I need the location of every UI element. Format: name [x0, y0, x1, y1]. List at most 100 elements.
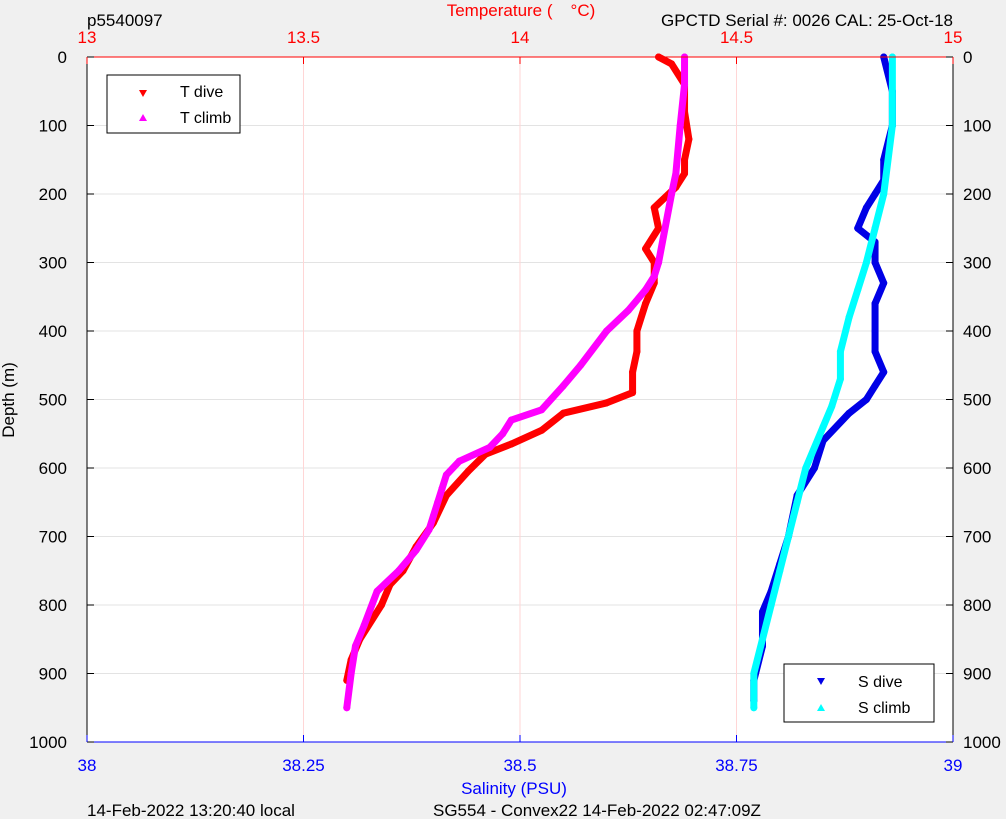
data-point-t-dive [681, 169, 689, 177]
footer-mission-info: SG554 - Convex22 14-Feb-2022 02:47:09Z [433, 801, 761, 819]
data-point-s-dive [862, 204, 870, 212]
data-point-t-dive [464, 467, 472, 475]
data-point-s-climb [784, 533, 792, 540]
data-point-s-climb [776, 567, 784, 575]
profile-id: p5540097 [87, 11, 163, 30]
data-point-t-climb [434, 498, 442, 506]
depth-tick-label-right: 0 [963, 48, 972, 67]
data-point-t-dive [629, 389, 637, 397]
legend-t-climb-marker [139, 114, 147, 121]
data-point-t-climb [676, 122, 684, 129]
data-point-s-climb [828, 402, 836, 410]
data-point-t-dive [629, 368, 637, 376]
data-point-t-dive [633, 327, 641, 335]
data-point-s-dive [758, 608, 766, 616]
legend-s-dive-marker [817, 678, 825, 685]
data-point-s-climb [880, 190, 888, 198]
data-point-t-climb [425, 526, 433, 534]
depth-tick-label-left: 500 [39, 391, 67, 410]
depth-tick-label-left: 100 [39, 117, 67, 136]
instrument-info: GPCTD Serial #: 0026 CAL: 25-Oct-18 [661, 11, 953, 30]
legend-t-dive-label: T dive [180, 84, 223, 101]
data-point-s-dive [862, 396, 870, 403]
data-point-s-climb [888, 122, 896, 129]
salinity-axis-label: Salinity (PSU) [461, 779, 567, 798]
legend-s-climb-marker [817, 704, 825, 711]
depth-tick-label-right: 800 [963, 596, 991, 615]
data-point-t-dive [650, 204, 658, 212]
data-point-t-climb [668, 190, 676, 198]
data-point-t-climb [499, 430, 507, 438]
salinity-tick-label: 38 [78, 756, 97, 775]
legend-salinity-box [783, 663, 935, 723]
data-point-s-dive [871, 190, 879, 198]
depth-tick-label-left: 700 [39, 528, 67, 547]
legend-s-climb-label: S climb [858, 700, 911, 717]
data-point-s-dive [880, 368, 888, 376]
data-point-t-dive [633, 348, 641, 356]
data-point-t-dive [668, 60, 676, 68]
data-point-t-climb [412, 546, 420, 554]
legend-temperature-box [106, 74, 241, 134]
data-point-t-climb [429, 512, 437, 520]
data-point-s-climb [836, 375, 844, 383]
temperature-tick-label: 15 [944, 28, 963, 47]
data-point-t-dive [685, 135, 693, 143]
depth-tick-label-left: 900 [39, 665, 67, 684]
data-point-s-dive [845, 409, 853, 417]
data-point-t-dive [642, 245, 650, 253]
data-point-s-climb [750, 704, 758, 712]
depth-tick-label-left: 200 [39, 185, 67, 204]
data-point-s-dive [871, 259, 879, 266]
data-point-t-climb [373, 587, 381, 595]
depth-tick-label-left: 600 [39, 459, 67, 478]
data-point-t-dive [603, 399, 611, 407]
temperature-tick-label: 13.5 [287, 28, 320, 47]
data-point-s-climb [793, 498, 801, 506]
data-point-s-dive [871, 382, 879, 390]
data-point-t-climb [559, 382, 567, 390]
legend-temperature: T dive T climb [106, 74, 241, 134]
data-point-s-climb [802, 464, 810, 472]
depth-tick-label-left: 400 [39, 322, 67, 341]
depth-tick-label-left: 300 [39, 254, 67, 273]
depth-tick-label-right: 500 [963, 391, 991, 410]
data-point-t-climb [681, 80, 689, 88]
data-point-t-dive [642, 300, 650, 308]
data-point-t-climb [650, 272, 658, 280]
data-point-s-dive [880, 279, 888, 287]
data-point-s-dive [871, 327, 879, 335]
data-point-t-climb [538, 406, 546, 414]
data-point-t-climb [455, 457, 463, 465]
data-point-t-climb [438, 485, 446, 493]
data-point-t-climb [486, 443, 494, 451]
legend-t-dive-marker [139, 90, 147, 97]
temperature-tick-label: 13 [78, 28, 97, 47]
data-point-t-climb [577, 361, 585, 369]
data-point-s-climb [758, 635, 766, 643]
data-point-s-climb [767, 601, 775, 609]
salinity-tick-label: 39 [944, 756, 963, 775]
data-point-t-dive [538, 426, 546, 434]
data-point-t-climb [624, 306, 632, 314]
data-point-t-climb [655, 259, 663, 266]
data-point-s-climb [854, 286, 862, 294]
data-point-s-climb [819, 423, 827, 431]
depth-tick-label-left: 0 [58, 48, 67, 67]
data-point-t-dive [507, 440, 515, 448]
data-point-t-climb [347, 670, 355, 677]
data-point-s-dive [810, 464, 818, 472]
data-point-t-climb [507, 416, 515, 424]
data-point-t-dive [377, 601, 385, 609]
data-point-s-climb [750, 670, 758, 677]
temperature-axis-label: Temperature (°C) [447, 1, 596, 20]
depth-tick-label-right: 100 [963, 117, 991, 136]
data-point-t-climb [603, 327, 611, 335]
temperature-axis-label-left: Temperature ( [447, 1, 553, 20]
data-point-t-climb [672, 169, 680, 177]
depth-axis-label: Depth (m) [0, 362, 18, 438]
data-point-s-climb [836, 348, 844, 356]
depth-tick-label-right: 900 [963, 665, 991, 684]
